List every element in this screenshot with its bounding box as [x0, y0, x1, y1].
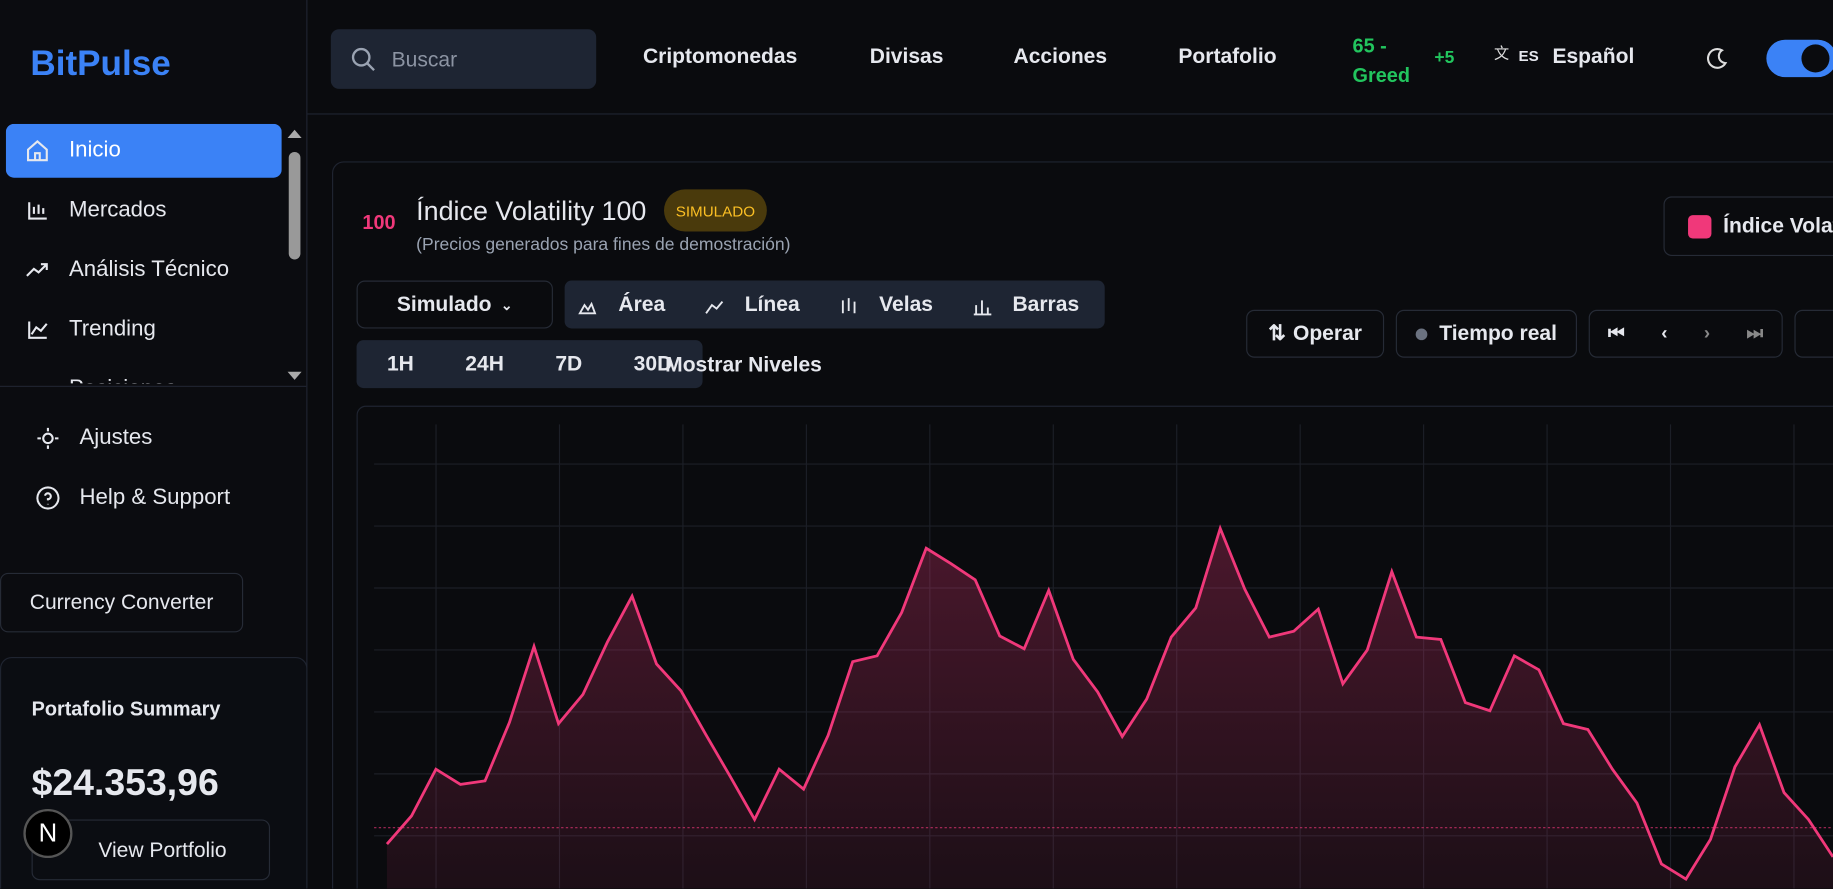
sentiment-change: +5 — [1434, 47, 1455, 68]
realtime-button[interactable]: Tiempo real — [1395, 309, 1577, 358]
nav-item-label: Inicio — [68, 137, 121, 163]
nav-item-label: Trending — [68, 316, 156, 342]
code: 100 — [362, 211, 396, 234]
realtime-label: Tiempo real — [1439, 321, 1557, 345]
nav-item-label: Posiciones — [69, 376, 176, 383]
range-label: 1H — [386, 351, 414, 376]
chart-type[interactable]: Área — [565, 292, 691, 317]
topbar: Buscar 65 - Greed +5 ES Español 文 Cripto… — [307, 0, 1833, 115]
search-icon — [351, 47, 375, 71]
mode: Simulado — [396, 292, 492, 316]
range-label: 24H — [465, 351, 504, 376]
icon — [27, 140, 48, 162]
logo[interactable]: BitPulse — [30, 44, 171, 83]
levels[interactable]: Mostrar Niveles — [665, 353, 822, 377]
top-link[interactable]: Acciones — [1014, 44, 1108, 69]
chart-title: Índice Volatility 100 — [416, 195, 647, 226]
legend-swatch — [1688, 214, 1712, 238]
search-placeholder: Buscar — [391, 47, 458, 72]
settings: Ajustes Help & Support — [23, 411, 230, 530]
top-link[interactable]: Portafolio — [1178, 44, 1276, 69]
line — [385, 524, 1833, 882]
area — [386, 528, 1833, 889]
settings-item[interactable]: Ajustes — [23, 411, 230, 465]
nav-item[interactable]: Inicio — [5, 123, 282, 178]
nav-item[interactable]: Análisis Técnico — [6, 243, 282, 297]
translate-icon: 文 — [1494, 45, 1509, 62]
badge[interactable]: N — [23, 808, 73, 859]
nav-item[interactable]: Mercados — [6, 184, 282, 238]
type-icon — [841, 297, 856, 313]
settings-item-label: Ajustes — [79, 425, 153, 451]
chart-type[interactable]: Línea — [691, 292, 825, 317]
trade-label: Operar — [1292, 321, 1362, 345]
top-link-label: Acciones — [1013, 44, 1108, 68]
svg-text:文: 文 — [1494, 45, 1509, 62]
calendar[interactable] — [1794, 309, 1833, 358]
trade-button[interactable]: ⇅ Operar — [1246, 309, 1385, 358]
toggle[interactable] — [1766, 39, 1833, 78]
pager[interactable]: ⏮ ‹ › ⏭ — [1588, 309, 1783, 358]
theme-icon[interactable] — [1706, 47, 1729, 70]
nav-item-label: Análisis Técnico — [68, 257, 230, 282]
search[interactable]: Buscar — [330, 29, 597, 89]
settings-item[interactable]: Help & Support — [23, 471, 230, 525]
range-label: 30D — [633, 351, 673, 376]
chart-type-label: Línea — [744, 292, 800, 316]
sidebar: BitPulse Inicio Mercados Análisis Técnico T… — [0, 0, 308, 889]
legend[interactable]: Índice Volatility 100 — [1663, 196, 1833, 257]
icon — [28, 202, 47, 220]
type-icon — [705, 300, 724, 314]
range[interactable]: 7D — [530, 352, 608, 377]
settings-item-label: Help & Support — [79, 485, 231, 510]
top-link[interactable]: Criptomonedas — [643, 44, 797, 69]
summary-amount: $24.353,96 — [31, 761, 219, 804]
range[interactable]: 30D — [608, 352, 698, 377]
chart-type-label: Área — [618, 292, 666, 316]
range-label: 7D — [555, 351, 583, 376]
type-icon — [578, 301, 597, 314]
chart-type[interactable]: Velas — [825, 292, 958, 317]
chart-types: Área Línea Velas Barras — [564, 280, 1105, 329]
chart — [374, 424, 1833, 889]
nav-item-label: Mercados — [68, 197, 167, 223]
chart-type-label: Barras — [1012, 292, 1080, 316]
top-link[interactable]: Divisas — [870, 44, 944, 69]
nav: Inicio Mercados Análisis Técnico Trending Po… — [5, 123, 282, 383]
icon — [28, 321, 48, 339]
chart-type-label: Velas — [879, 292, 933, 316]
tag: SIMULADO — [663, 189, 767, 232]
subtitle: (Precios generados para fines de demostr… — [416, 234, 791, 255]
top-link-label: Criptomonedas — [642, 44, 798, 68]
nav-item[interactable]: Trending — [6, 303, 282, 357]
sentiment: 65 - Greed — [1352, 35, 1410, 87]
icon — [37, 427, 59, 449]
scrollbar[interactable] — [285, 126, 304, 383]
summary-title: Portafolio Summary — [31, 697, 221, 721]
icon — [26, 263, 48, 277]
top-link-label: Divisas — [869, 44, 944, 68]
ranges: 1H 24H 7D 30D — [356, 340, 703, 389]
nav-item[interactable]: Posiciones — [6, 362, 282, 383]
lang-code: ES — [1518, 46, 1539, 65]
type-icon — [973, 299, 992, 315]
language[interactable]: Español — [1552, 44, 1635, 68]
plot-frame — [356, 405, 1833, 889]
mode-select[interactable]: Simulado ⌄ — [356, 280, 553, 329]
divider — [0, 385, 307, 387]
range[interactable]: 1H — [361, 352, 439, 377]
icon — [36, 486, 60, 510]
top-link-label: Portafolio — [1178, 44, 1277, 68]
converter-button[interactable]: Currency Converter — [0, 572, 244, 633]
icon — [25, 376, 51, 383]
legend-label: Índice Volatility 100 — [1723, 213, 1833, 238]
range[interactable]: 24H — [440, 352, 530, 377]
chart-type[interactable]: Barras — [959, 292, 1105, 317]
